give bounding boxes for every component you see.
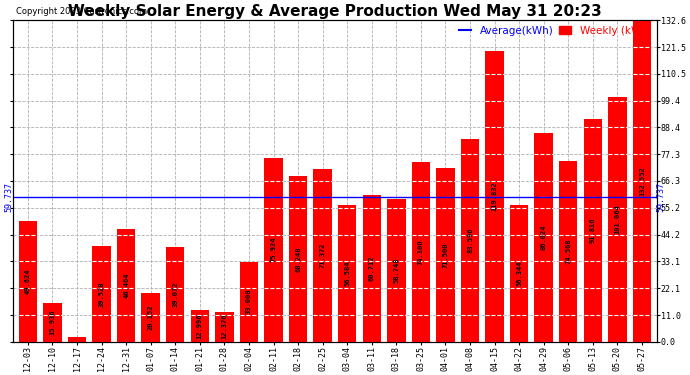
Text: 12.376: 12.376 xyxy=(221,314,228,339)
Text: 46.464: 46.464 xyxy=(123,273,129,298)
Bar xyxy=(633,21,651,342)
Text: 101.064: 101.064 xyxy=(614,204,620,234)
Text: 74.100: 74.100 xyxy=(418,239,424,265)
Text: 68.248: 68.248 xyxy=(295,246,301,272)
Bar xyxy=(608,97,627,342)
Bar xyxy=(141,293,160,342)
Text: 58.748: 58.748 xyxy=(393,258,400,283)
Text: 33.008: 33.008 xyxy=(246,289,252,314)
Text: 12.996: 12.996 xyxy=(197,313,203,339)
Bar xyxy=(313,169,332,342)
Text: 75.924: 75.924 xyxy=(270,237,277,262)
Bar xyxy=(584,119,602,342)
Bar xyxy=(338,204,357,342)
Text: 71.500: 71.500 xyxy=(442,242,448,268)
Bar xyxy=(19,221,37,342)
Bar xyxy=(264,158,283,342)
Bar xyxy=(117,229,135,342)
Text: 39.072: 39.072 xyxy=(172,282,178,307)
Text: 132.552: 132.552 xyxy=(639,166,645,196)
Bar xyxy=(215,312,234,342)
Bar xyxy=(559,161,578,342)
Text: 71.372: 71.372 xyxy=(319,243,326,268)
Bar xyxy=(485,51,504,342)
Text: 59.737: 59.737 xyxy=(657,182,666,212)
Bar xyxy=(166,247,184,342)
Text: Copyright 2023 Cartronics.com: Copyright 2023 Cartronics.com xyxy=(16,7,147,16)
Text: 86.024: 86.024 xyxy=(541,225,546,250)
Text: 39.528: 39.528 xyxy=(99,281,105,306)
Text: 91.816: 91.816 xyxy=(590,217,595,243)
Bar xyxy=(535,133,553,342)
Legend: Average(kWh), Weekly (kWh): Average(kWh), Weekly (kWh) xyxy=(459,26,651,36)
Text: 74.568: 74.568 xyxy=(565,238,571,264)
Text: 20.152: 20.152 xyxy=(148,304,154,330)
Bar xyxy=(190,310,209,342)
Bar xyxy=(387,199,406,342)
Bar xyxy=(461,139,480,342)
Bar xyxy=(510,205,529,342)
Bar xyxy=(68,337,86,342)
Text: 15.936: 15.936 xyxy=(50,310,55,335)
Text: 59.737: 59.737 xyxy=(4,182,13,212)
Text: 119.832: 119.832 xyxy=(491,182,497,212)
Text: 60.712: 60.712 xyxy=(368,255,375,281)
Bar xyxy=(436,168,455,342)
Text: 83.596: 83.596 xyxy=(467,228,473,253)
Bar xyxy=(92,246,111,342)
Title: Weekly Solar Energy & Average Production Wed May 31 20:23: Weekly Solar Energy & Average Production… xyxy=(68,4,602,19)
Text: 56.344: 56.344 xyxy=(516,261,522,286)
Text: 56.584: 56.584 xyxy=(344,260,351,286)
Text: 49.624: 49.624 xyxy=(25,269,31,294)
Bar xyxy=(43,303,61,342)
Bar xyxy=(289,176,307,342)
Bar xyxy=(412,162,430,342)
Bar xyxy=(239,262,258,342)
Bar xyxy=(362,195,381,342)
